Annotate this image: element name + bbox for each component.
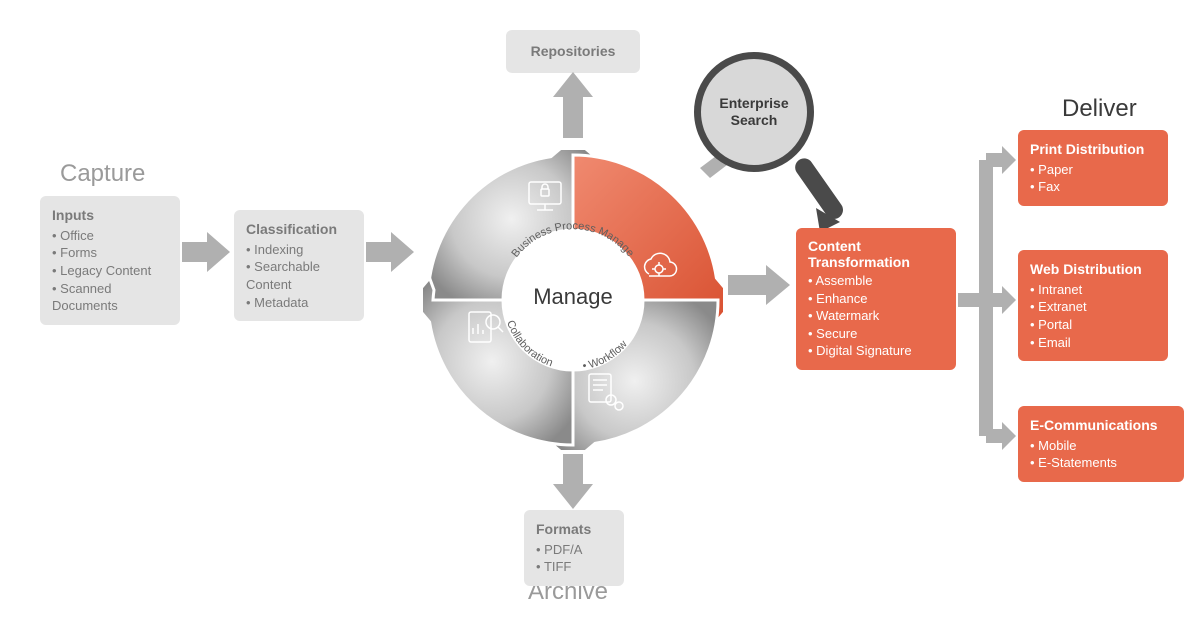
box-inputs: Inputs Office Forms Legacy Content Scann… xyxy=(40,196,180,325)
box-web-title: Web Distribution xyxy=(1030,260,1156,279)
box-repositories: Repositories xyxy=(506,30,640,73)
cloud-gear-icon xyxy=(637,246,681,290)
list-item: E-Statements xyxy=(1030,454,1172,472)
document-gears-icon xyxy=(581,370,625,414)
arrow-inputs-classification xyxy=(182,232,232,272)
deliver-bracket xyxy=(958,140,1018,460)
box-formats-title: Formats xyxy=(536,520,612,539)
box-web-list: Intranet Extranet Portal Email xyxy=(1030,281,1156,351)
list-item: Email xyxy=(1030,334,1156,352)
box-formats: Formats PDF/A TIFF xyxy=(524,510,624,586)
list-item: PDF/A xyxy=(536,541,612,559)
box-ecomm-list: Mobile E-Statements xyxy=(1030,437,1172,472)
magnifier: Enterprise Search xyxy=(694,52,814,172)
arrow-circle-content xyxy=(728,265,792,305)
box-content-list: Assemble Enhance Watermark Secure Digita… xyxy=(808,272,944,360)
box-print-distribution: Print Distribution Paper Fax xyxy=(1018,130,1168,206)
list-item: Searchable Content xyxy=(246,258,352,293)
box-classification: Classification Indexing Searchable Conte… xyxy=(234,210,364,321)
section-title-capture: Capture xyxy=(60,160,145,188)
box-classification-title: Classification xyxy=(246,220,352,239)
list-item: Assemble xyxy=(808,272,944,290)
box-print-list: Paper Fax xyxy=(1030,161,1156,196)
section-title-deliver: Deliver xyxy=(1062,95,1137,123)
box-content-transformation: Content Transformation Assemble Enhance … xyxy=(796,228,956,370)
list-item: Indexing xyxy=(246,241,352,259)
list-item: Fax xyxy=(1030,178,1156,196)
list-item: Digital Signature xyxy=(808,342,944,360)
box-classification-list: Indexing Searchable Content Metadata xyxy=(246,241,352,311)
arrow-circle-repositories xyxy=(553,72,593,138)
box-web-distribution: Web Distribution Intranet Extranet Porta… xyxy=(1018,250,1168,361)
box-ecommunications: E-Communications Mobile E-Statements xyxy=(1018,406,1184,482)
manage-circle: Business Process Management • Workflow C… xyxy=(423,150,723,450)
magnifier-label: Enterprise Search xyxy=(701,95,807,129)
box-ecomm-title: E-Communications xyxy=(1030,416,1172,435)
list-item: Enhance xyxy=(808,290,944,308)
list-item: Office xyxy=(52,227,168,245)
list-item: Paper xyxy=(1030,161,1156,179)
box-formats-list: PDF/A TIFF xyxy=(536,541,612,576)
list-item: Forms xyxy=(52,244,168,262)
list-item: Mobile xyxy=(1030,437,1172,455)
list-item: Legacy Content xyxy=(52,262,168,280)
monitor-lock-icon xyxy=(523,176,567,220)
box-inputs-list: Office Forms Legacy Content Scanned Docu… xyxy=(52,227,168,315)
box-inputs-title: Inputs xyxy=(52,206,168,225)
list-item: Secure xyxy=(808,325,944,343)
box-repositories-title: Repositories xyxy=(514,42,632,61)
arrow-classification-circle xyxy=(366,232,416,272)
magnifier-lens: Enterprise Search xyxy=(694,52,814,172)
list-item: TIFF xyxy=(536,558,612,576)
list-item: Metadata xyxy=(246,294,352,312)
list-item: Intranet xyxy=(1030,281,1156,299)
list-item: Watermark xyxy=(808,307,944,325)
document-chart-icon xyxy=(463,308,507,352)
list-item: Scanned Documents xyxy=(52,280,168,315)
list-item: Extranet xyxy=(1030,298,1156,316)
list-item: Portal xyxy=(1030,316,1156,334)
arrow-circle-formats xyxy=(553,454,593,510)
box-content-title: Content Transformation xyxy=(808,238,944,270)
box-print-title: Print Distribution xyxy=(1030,140,1156,159)
